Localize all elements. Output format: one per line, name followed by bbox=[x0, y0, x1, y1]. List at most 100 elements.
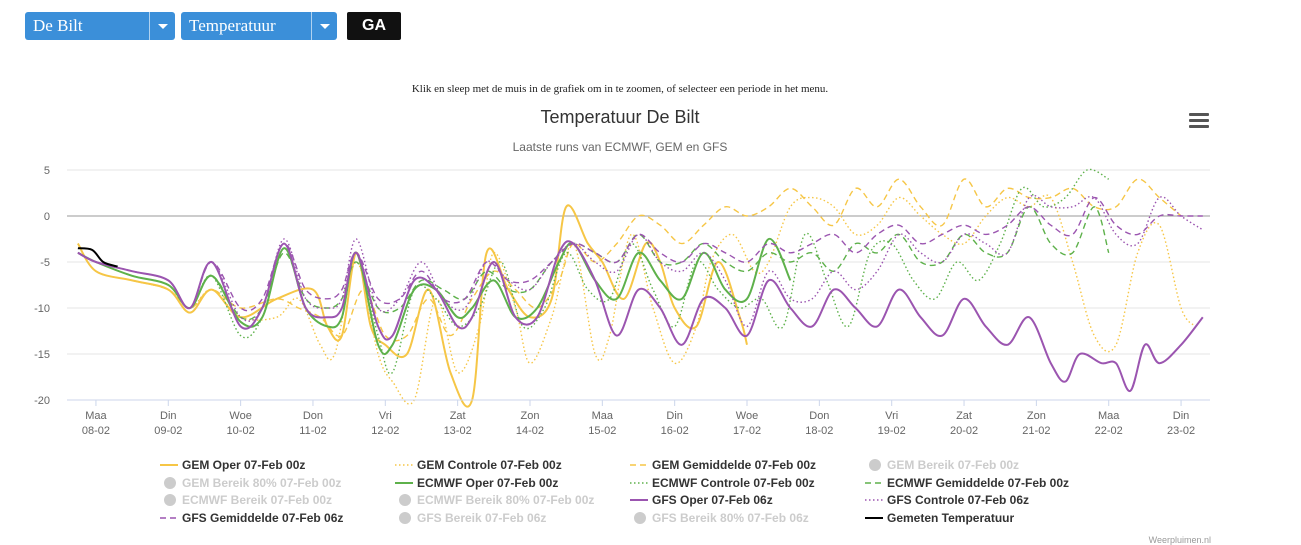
legend-label: GEM Oper 07-Feb 00z bbox=[182, 458, 305, 472]
legend-symbol bbox=[869, 459, 881, 471]
legend-item[interactable]: ECMWF Controle 07-Feb 00z bbox=[630, 476, 815, 490]
x-tick-date: 09-02 bbox=[154, 425, 182, 437]
series-line bbox=[77, 204, 748, 408]
series-line bbox=[77, 194, 1197, 405]
legend-item[interactable]: ECMWF Bereik 80% 07-Feb 00z bbox=[399, 493, 594, 507]
legend-item[interactable]: ECMWF Gemiddelde 07-Feb 00z bbox=[865, 476, 1069, 490]
y-axis: 5 0 -5 -10 -15 -20 bbox=[34, 165, 50, 407]
legend-item[interactable]: GFS Controle 07-Feb 06z bbox=[865, 493, 1029, 507]
legend-label: GFS Bereik 07-Feb 06z bbox=[417, 511, 546, 525]
x-tick-day: Woe bbox=[736, 410, 758, 422]
x-tick-day: Din bbox=[160, 410, 177, 422]
y-tick-label: -10 bbox=[34, 303, 50, 315]
legend-label: ECMWF Bereik 80% 07-Feb 00z bbox=[417, 493, 594, 507]
legend-item[interactable]: GFS Bereik 80% 07-Feb 06z bbox=[634, 511, 809, 525]
legend-item[interactable]: GEM Gemiddelde 07-Feb 00z bbox=[630, 458, 816, 472]
legend-symbol bbox=[164, 477, 176, 489]
legend-item[interactable]: GEM Oper 07-Feb 00z bbox=[160, 458, 305, 472]
legend-label: ECMWF Controle 07-Feb 00z bbox=[652, 476, 815, 490]
x-tick-date: 20-02 bbox=[950, 425, 978, 437]
legend-item[interactable]: GFS Oper 07-Feb 06z bbox=[630, 493, 773, 507]
chart-legend: GEM Oper 07-Feb 00z GEM Controle 07-Feb 0… bbox=[160, 458, 1069, 525]
x-tick-day: Din bbox=[1173, 410, 1190, 422]
chart-menu-icon[interactable] bbox=[1189, 113, 1209, 129]
zoom-hint: Klik en sleep met de muis in de grafiek … bbox=[411, 83, 829, 95]
x-tick-day: Don bbox=[303, 410, 323, 422]
series-line bbox=[77, 194, 1204, 328]
x-tick-day: Zon bbox=[1027, 410, 1046, 422]
x-tick-date: 12-02 bbox=[371, 425, 399, 437]
x-tick-date: 17-02 bbox=[733, 425, 761, 437]
x-tick-date: 14-02 bbox=[516, 425, 544, 437]
legend-item[interactable]: GEM Bereik 80% 07-Feb 00z bbox=[164, 476, 341, 490]
series-line bbox=[77, 178, 1182, 342]
variable-select-value: Temperatuur bbox=[189, 16, 276, 35]
legend-label: ECMWF Bereik 07-Feb 00z bbox=[182, 493, 332, 507]
series-line bbox=[77, 240, 1204, 392]
legend-item[interactable]: Gemeten Temperatuur bbox=[865, 511, 1014, 525]
y-tick-label: 5 bbox=[44, 165, 50, 177]
legend-symbol bbox=[399, 512, 411, 524]
x-tick-day: Zat bbox=[450, 410, 466, 422]
series-line bbox=[77, 196, 1203, 312]
legend-item[interactable]: ECMWF Bereik 07-Feb 00z bbox=[164, 493, 332, 507]
x-tick-day: Maa bbox=[1098, 410, 1120, 422]
legend-label: GFS Bereik 80% 07-Feb 06z bbox=[652, 511, 809, 525]
legend-symbol bbox=[164, 494, 176, 506]
x-tick-day: Vri bbox=[885, 410, 898, 422]
y-tick-label: -20 bbox=[34, 395, 50, 407]
x-tick-day: Maa bbox=[85, 410, 107, 422]
chevron-down-icon[interactable] bbox=[311, 12, 337, 40]
x-tick-date: 11-02 bbox=[299, 425, 326, 437]
chart-title: Temperatuur De Bilt bbox=[540, 107, 699, 127]
credit-text: Weerpluimen.nl bbox=[1148, 535, 1211, 545]
x-tick-date: 08-02 bbox=[82, 425, 110, 437]
legend-item[interactable]: GFS Bereik 07-Feb 06z bbox=[399, 511, 546, 525]
x-tick-day: Maa bbox=[592, 410, 614, 422]
x-tick-date: 21-02 bbox=[1022, 425, 1050, 437]
legend-label: GFS Gemiddelde 07-Feb 06z bbox=[182, 511, 343, 525]
legend-item[interactable]: ECMWF Oper 07-Feb 00z bbox=[395, 476, 558, 490]
y-tick-label: -15 bbox=[34, 349, 50, 361]
x-tick-date: 18-02 bbox=[805, 425, 833, 437]
x-tick-date: 22-02 bbox=[1095, 425, 1123, 437]
controls-bar: De Bilt Temperatuur GA bbox=[25, 12, 401, 40]
y-tick-label: 0 bbox=[44, 211, 50, 223]
series-line bbox=[77, 168, 1110, 375]
y-tick-label: -5 bbox=[40, 257, 50, 269]
variable-select[interactable]: Temperatuur bbox=[181, 12, 337, 40]
x-tick-date: 23-02 bbox=[1167, 425, 1195, 437]
legend-label: GEM Gemiddelde 07-Feb 00z bbox=[652, 458, 816, 472]
legend-item[interactable]: GFS Gemiddelde 07-Feb 06z bbox=[160, 511, 343, 525]
location-select-value: De Bilt bbox=[33, 16, 83, 35]
series-line bbox=[77, 247, 118, 268]
x-tick-date: 10-02 bbox=[227, 425, 255, 437]
x-tick-date: 15-02 bbox=[588, 425, 616, 437]
legend-label: GFS Oper 07-Feb 06z bbox=[652, 493, 773, 507]
legend-symbol bbox=[399, 494, 411, 506]
legend-item[interactable]: GEM Controle 07-Feb 00z bbox=[395, 458, 562, 472]
legend-label: Gemeten Temperatuur bbox=[887, 511, 1014, 525]
x-tick-day: Zat bbox=[956, 410, 972, 422]
x-tick-date: 13-02 bbox=[444, 425, 472, 437]
legend-label: GEM Bereik 07-Feb 00z bbox=[887, 458, 1019, 472]
x-tick-day: Don bbox=[809, 410, 829, 422]
legend-label: GFS Controle 07-Feb 06z bbox=[887, 493, 1029, 507]
x-tick-day: Din bbox=[666, 410, 683, 422]
chart-series bbox=[77, 168, 1204, 408]
series-line bbox=[77, 206, 1110, 321]
chart-subtitle: Laatste runs van ECMWF, GEM en GFS bbox=[513, 140, 728, 154]
legend-label: ECMWF Gemiddelde 07-Feb 00z bbox=[887, 476, 1069, 490]
legend-symbol bbox=[634, 512, 646, 524]
x-tick-day: Zon bbox=[521, 410, 540, 422]
x-tick-day: Vri bbox=[379, 410, 392, 422]
location-select[interactable]: De Bilt bbox=[25, 12, 175, 40]
x-axis: Maa 08-02 Din 09-02 Woe 10-02 Don 11-02 Vri 12-02… bbox=[67, 399, 1210, 437]
go-button[interactable]: GA bbox=[347, 12, 401, 40]
legend-label: GEM Controle 07-Feb 00z bbox=[417, 458, 562, 472]
chevron-down-icon[interactable] bbox=[149, 12, 175, 40]
legend-item[interactable]: GEM Bereik 07-Feb 00z bbox=[869, 458, 1019, 472]
legend-label: ECMWF Oper 07-Feb 00z bbox=[417, 476, 558, 490]
x-tick-date: 19-02 bbox=[878, 425, 906, 437]
